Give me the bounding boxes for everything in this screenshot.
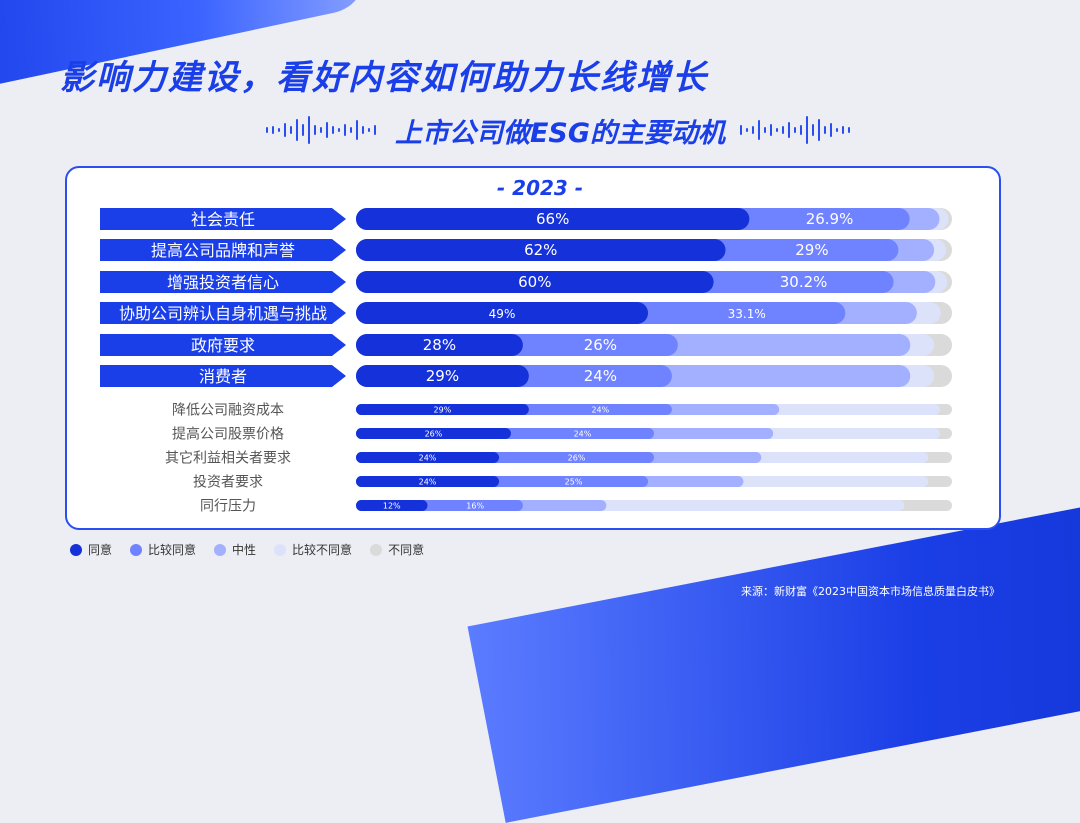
data-label-10-1: 16% bbox=[466, 502, 484, 511]
data-label-6-0: 29% bbox=[434, 406, 452, 415]
legend-label-somewhat-disagree: 比较不同意 bbox=[292, 543, 353, 557]
bar-segment-5-0 bbox=[356, 365, 529, 387]
category-banner-1 bbox=[100, 239, 346, 261]
legend-item-disagree: 不同意 bbox=[370, 541, 424, 558]
category-label-5: 消费者 bbox=[199, 367, 247, 386]
data-label-1-0: 62% bbox=[524, 241, 557, 259]
bar-segment-8-0 bbox=[356, 452, 500, 463]
data-label-3-1: 33.1% bbox=[728, 307, 766, 321]
bar-segment-3-0 bbox=[356, 302, 649, 324]
category-label-1: 提高公司品牌和声誉 bbox=[151, 241, 295, 260]
bar-segment-0-0 bbox=[356, 208, 750, 230]
bar-segment-9-0 bbox=[356, 476, 500, 487]
category-banner-0 bbox=[100, 208, 346, 230]
legend-label-somewhat-agree: 比较同意 bbox=[148, 543, 197, 557]
data-label-7-1: 24% bbox=[574, 430, 592, 439]
category-label-2: 增强投资者信心 bbox=[167, 273, 279, 292]
category-banner-5 bbox=[100, 365, 346, 387]
legend: 同意 比较同意 中性 比较不同意 不同意 bbox=[70, 541, 424, 558]
bar-segment-2-0 bbox=[356, 271, 714, 293]
data-label-10-0: 12% bbox=[383, 502, 401, 511]
bar-segment-1-0 bbox=[356, 239, 726, 261]
data-label-9-1: 25% bbox=[565, 478, 583, 487]
legend-item-agree: 同意 bbox=[70, 541, 112, 558]
sound-wave-left-icon bbox=[265, 116, 376, 144]
bar-segment-10-0 bbox=[356, 500, 428, 511]
data-label-7-0: 26% bbox=[425, 430, 443, 439]
data-label-8-0: 24% bbox=[419, 454, 437, 463]
data-label-3-0: 49% bbox=[489, 307, 516, 321]
data-label-0-1: 26.9% bbox=[806, 210, 854, 228]
bar-segment-6-0 bbox=[356, 404, 529, 415]
legend-dot-agree bbox=[70, 543, 82, 556]
category-banner-3 bbox=[100, 302, 346, 324]
data-label-4-1: 26% bbox=[584, 336, 617, 354]
subtitle: 上市公司做ESG的主要动机 bbox=[394, 117, 726, 149]
legend-item-somewhat-agree: 比较同意 bbox=[130, 541, 196, 558]
category-label-0: 社会责任 bbox=[191, 210, 255, 229]
category-label-7: 提高公司股票价格 bbox=[172, 426, 284, 443]
data-label-0-0: 66% bbox=[536, 210, 569, 228]
sound-wave-right-icon bbox=[740, 116, 851, 144]
data-label-2-1: 30.2% bbox=[780, 273, 828, 291]
legend-dot-somewhat-agree bbox=[130, 543, 143, 556]
category-label-4: 政府要求 bbox=[191, 336, 255, 355]
chart-title-year: - 2023 - bbox=[496, 176, 584, 200]
bar-segment-7-0 bbox=[356, 428, 511, 439]
legend-dot-disagree bbox=[370, 543, 383, 556]
data-label-5-1: 24% bbox=[584, 367, 617, 385]
legend-label-neutral: 中性 bbox=[232, 543, 257, 557]
legend-item-neutral: 中性 bbox=[214, 541, 256, 558]
category-label-9: 投资者要求 bbox=[193, 475, 263, 491]
category-label-6: 降低公司融资成本 bbox=[172, 403, 284, 419]
legend-label-disagree: 不同意 bbox=[388, 543, 425, 557]
legend-dot-neutral bbox=[214, 543, 227, 556]
legend-dot-somewhat-disagree bbox=[274, 543, 287, 556]
data-label-1-1: 29% bbox=[795, 241, 828, 259]
data-label-2-0: 60% bbox=[518, 273, 551, 291]
category-label-8: 其它利益相关者要求 bbox=[165, 450, 291, 467]
category-label-3: 协助公司辨认自身机遇与挑战 bbox=[119, 304, 327, 323]
legend-label-agree: 同意 bbox=[88, 543, 113, 557]
stacked-bar-chart: 社会责任 66% 26.9% 提高公司品牌和声誉 62% 29% 增强投资者信心 60% 30.… bbox=[100, 208, 952, 515]
source-note: 来源：新财富《2023中国资本市场信息质量白皮书》 bbox=[741, 585, 1000, 598]
category-banner-2 bbox=[100, 271, 346, 293]
category-banner-4 bbox=[100, 334, 346, 356]
data-label-5-0: 29% bbox=[426, 367, 459, 385]
subtitle-row: 上市公司做ESG的主要动机 bbox=[220, 108, 900, 152]
category-label-10: 同行压力 bbox=[200, 499, 256, 515]
data-label-6-1: 24% bbox=[591, 406, 609, 415]
bar-segment-4-0 bbox=[356, 334, 523, 356]
legend-item-somewhat-disagree: 比较不同意 bbox=[274, 541, 352, 558]
data-label-9-0: 24% bbox=[419, 478, 437, 487]
data-label-4-0: 28% bbox=[423, 336, 456, 354]
main-title: 影响力建设，看好内容如何助力长线增长 bbox=[60, 58, 708, 98]
data-label-8-1: 26% bbox=[568, 454, 586, 463]
